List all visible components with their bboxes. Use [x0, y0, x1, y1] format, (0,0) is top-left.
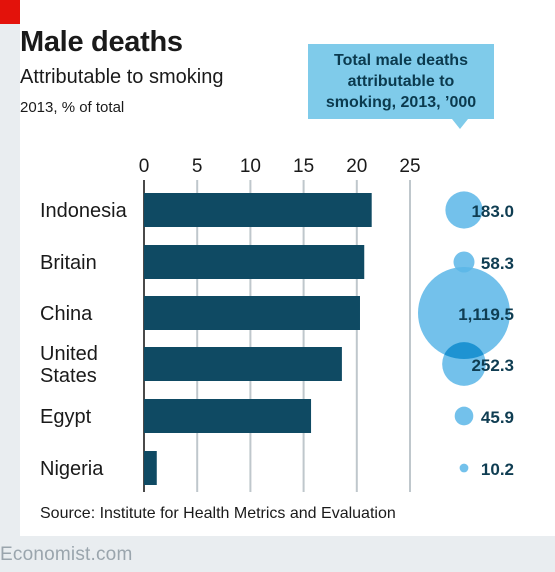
callout-pointer	[452, 119, 468, 129]
bar	[144, 296, 360, 330]
bubble-value-label: 1,119.5	[458, 305, 514, 324]
x-tick-label: 25	[399, 156, 420, 177]
callout-line: Total male deaths	[334, 52, 468, 69]
bar	[144, 399, 312, 433]
brand-red-tag	[0, 0, 20, 24]
bubble-value-label: 58.3	[481, 254, 514, 273]
bar	[144, 193, 372, 227]
bubble-overlap	[442, 342, 486, 359]
category-label: United	[40, 343, 98, 365]
bubble-value-label: 183.0	[471, 202, 514, 221]
bar-chart: 0 5 10 15 20 25 Indonesia Britain China UnitedSta…	[40, 156, 514, 492]
x-tick-label: 20	[346, 156, 367, 177]
callout-line: attributable to	[347, 73, 455, 90]
bubble-value-label: 45.9	[481, 408, 514, 427]
chart-subtitle: Attributable to smoking	[20, 66, 224, 88]
x-tick-label: 10	[240, 156, 261, 177]
x-tick-label: 5	[192, 156, 203, 177]
x-tick-label: 0	[139, 156, 150, 177]
source-note: Source: Institute for Health Metrics and…	[40, 505, 396, 522]
chart-unit-note: 2013, % of total	[20, 99, 125, 116]
category-label: China	[40, 303, 93, 325]
category-label: Nigeria	[40, 458, 104, 480]
bar	[144, 245, 365, 279]
callout-line: smoking, 2013, ’000	[325, 94, 477, 111]
category-label: Indonesia	[40, 200, 128, 222]
bar	[144, 347, 342, 381]
bubble	[454, 406, 474, 426]
bubble	[418, 267, 510, 359]
bar	[144, 451, 157, 485]
bubble	[445, 191, 483, 229]
bubble-value-label: 252.3	[471, 356, 514, 375]
category-label: Britain	[40, 252, 97, 274]
brand-watermark: Economist.com	[0, 544, 133, 565]
category-label: States	[40, 365, 97, 387]
x-tick-label: 15	[293, 156, 314, 177]
bubble-legend-callout: Total male deaths attributable to smokin…	[308, 44, 494, 119]
bubble	[453, 251, 475, 273]
category-label: Egypt	[40, 406, 92, 428]
chart-title: Male deaths	[20, 26, 183, 58]
bubble-value-label: 10.2	[481, 460, 514, 479]
bubble	[459, 463, 469, 473]
